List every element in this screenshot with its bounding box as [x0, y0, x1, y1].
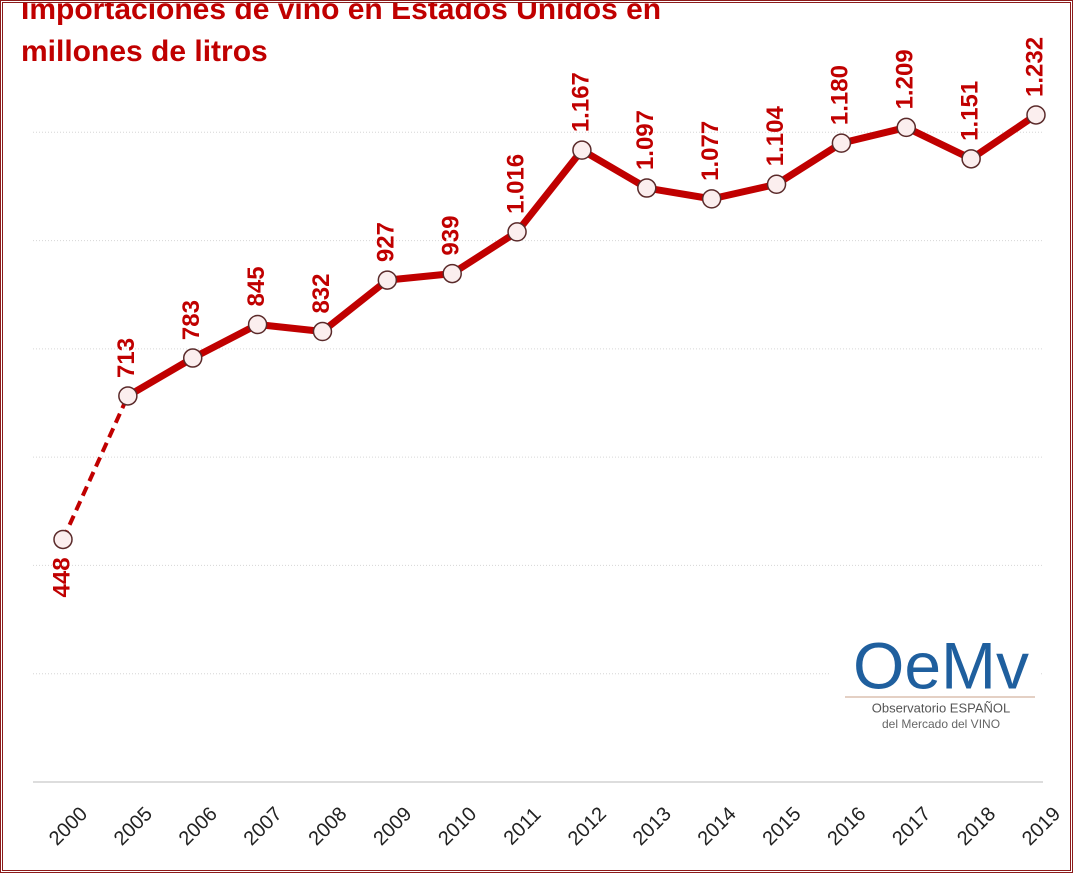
data-label: 1.151: [956, 81, 983, 141]
logo: OeMv Observatorio ESPAÑOL del Mercado de…: [831, 620, 1041, 760]
x-tick-label: 2016: [823, 803, 870, 850]
marker: [766, 174, 787, 195]
data-label: 939: [438, 216, 465, 256]
x-tick-label: 2007: [240, 803, 287, 850]
logo-background: [831, 620, 1041, 760]
marker: [507, 222, 527, 242]
x-tick-label: 2006: [175, 803, 222, 850]
marker: [961, 149, 981, 169]
marker: [701, 189, 722, 209]
logo-line2: del Mercado del VINO: [882, 717, 1000, 731]
x-tick-label: 2012: [564, 803, 611, 850]
x-tick-label: 2008: [304, 803, 351, 850]
data-label: 1.077: [697, 121, 724, 181]
marker: [182, 348, 203, 368]
data-label: 1.232: [1021, 37, 1048, 97]
data-label: 448: [48, 557, 75, 597]
marker: [118, 386, 138, 406]
x-tick-label: 2011: [500, 804, 546, 850]
x-tick-label: 2013: [629, 803, 676, 850]
x-tick-label: 2019: [1018, 803, 1065, 850]
data-label: 927: [373, 222, 400, 262]
data-label: 1.209: [892, 49, 919, 109]
x-tick-label: 2010: [434, 803, 481, 850]
data-label: 1.104: [762, 106, 789, 167]
data-label: 832: [308, 273, 335, 313]
x-tick-label: 2014: [694, 803, 741, 850]
logo-mark: OeMv: [853, 628, 1029, 702]
data-label: 1.180: [827, 65, 854, 125]
marker: [53, 529, 73, 550]
x-tick-label: 2017: [888, 803, 935, 850]
line-segment-dashed: [61, 395, 130, 541]
marker: [1026, 105, 1046, 125]
marker: [247, 314, 268, 335]
chart: OeMv Observatorio ESPAÑOL del Mercado de…: [33, 37, 1065, 850]
marker: [637, 178, 657, 198]
marker: [377, 270, 398, 290]
data-label: 1.167: [567, 72, 594, 132]
data-label: 1.097: [632, 110, 659, 170]
data-label: 845: [243, 266, 270, 306]
data-label: 713: [113, 338, 140, 378]
marker: [442, 263, 462, 284]
x-tick-label: 2015: [759, 803, 806, 850]
data-label: 783: [178, 300, 205, 340]
x-tick-label: 2018: [953, 803, 1000, 850]
x-tick-label: 2005: [110, 803, 157, 850]
marker: [572, 140, 592, 160]
marker: [896, 117, 917, 138]
chart-title: Importaciones de vino en Estados Unidos …: [21, 0, 662, 68]
data-label: 1.016: [502, 154, 529, 214]
x-tick-label: 2009: [369, 803, 416, 850]
marker: [312, 321, 333, 342]
x-tick-label: 2000: [45, 803, 92, 850]
marker: [831, 133, 852, 153]
logo-line1: Observatorio ESPAÑOL: [872, 700, 1010, 715]
